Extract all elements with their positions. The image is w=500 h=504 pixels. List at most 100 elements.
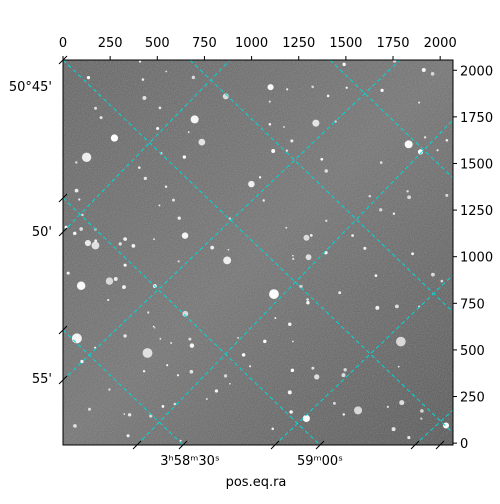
star: [268, 100, 271, 103]
star: [122, 285, 126, 289]
star: [386, 405, 389, 408]
star: [182, 155, 187, 159]
star: [143, 176, 147, 181]
star: [392, 60, 397, 63]
star: [177, 216, 181, 220]
star: [267, 84, 274, 91]
star: [84, 239, 92, 247]
star: [166, 364, 169, 367]
star: [324, 169, 328, 173]
star: [399, 400, 405, 406]
y-tick-label: 1500: [460, 157, 493, 172]
star: [379, 208, 383, 212]
star: [241, 353, 246, 357]
x-tick-label: 2000: [424, 36, 457, 51]
star: [363, 246, 367, 250]
star: [228, 217, 232, 220]
coordinate-grid-line: [63, 197, 321, 445]
star: [147, 311, 150, 314]
star: [94, 239, 98, 243]
star: [248, 180, 255, 188]
star: [407, 195, 412, 200]
star: [123, 263, 127, 267]
star: [88, 407, 92, 411]
star: [299, 284, 303, 289]
star: [161, 404, 165, 408]
star: [223, 374, 228, 378]
wcs-tick: [58, 375, 68, 385]
dec-tick-label: 50': [32, 225, 52, 240]
star: [189, 369, 194, 374]
star: [158, 106, 162, 110]
star: [164, 185, 168, 188]
star: [152, 325, 155, 328]
star: [290, 139, 294, 143]
star: [158, 204, 161, 207]
star: [396, 336, 406, 347]
star: [345, 86, 348, 89]
star: [223, 256, 232, 265]
star: [374, 274, 378, 277]
star: [258, 176, 262, 179]
star: [177, 260, 180, 263]
x-tick-label: 250: [98, 36, 123, 51]
star: [391, 427, 396, 432]
coordinate-grid-line: [329, 60, 453, 179]
star: [86, 76, 91, 80]
star: [71, 333, 82, 344]
star: [118, 242, 122, 246]
star: [342, 413, 346, 416]
star: [105, 277, 114, 285]
wcs-tick: [132, 440, 142, 450]
star: [126, 434, 130, 438]
star: [159, 337, 162, 340]
star: [271, 427, 274, 431]
star: [80, 359, 84, 364]
coordinate-grid-line: [274, 274, 453, 445]
star: [421, 67, 426, 72]
star: [325, 219, 328, 222]
star: [189, 343, 195, 348]
star: [420, 417, 423, 420]
star: [440, 279, 444, 283]
star: [227, 248, 230, 251]
coordinate-grid-line: [63, 60, 401, 381]
star: [81, 152, 92, 162]
star: [179, 439, 182, 442]
x-tick-label: 1500: [329, 36, 362, 51]
star: [131, 243, 136, 248]
star: [91, 241, 100, 250]
star: [78, 198, 81, 201]
star: [309, 234, 313, 237]
star: [107, 298, 110, 302]
star: [262, 199, 265, 202]
star: [302, 414, 310, 423]
star: [290, 368, 295, 373]
coordinate-grid-line: [414, 409, 453, 445]
star: [94, 106, 97, 110]
star: [99, 116, 103, 120]
star: [188, 337, 192, 341]
star: [108, 388, 111, 391]
wcs-tick: [58, 325, 68, 335]
star: [74, 188, 79, 193]
dec-tick-label: 50°45': [9, 80, 52, 95]
star: [138, 60, 142, 63]
coordinate-grid-line: [63, 60, 231, 233]
star: [274, 317, 277, 320]
axes-frame: [62, 59, 454, 446]
star: [404, 140, 413, 149]
wcs-tick: [178, 440, 188, 450]
star: [205, 397, 208, 401]
y-tick-label: 500: [460, 344, 485, 359]
star: [342, 62, 346, 67]
star: [170, 341, 173, 345]
star: [320, 157, 324, 161]
star: [176, 374, 180, 377]
star: [142, 95, 147, 100]
star: [187, 131, 190, 133]
star: [314, 374, 320, 380]
coordinate-grid-line: [189, 60, 453, 313]
star: [285, 149, 289, 152]
star: [263, 339, 267, 344]
